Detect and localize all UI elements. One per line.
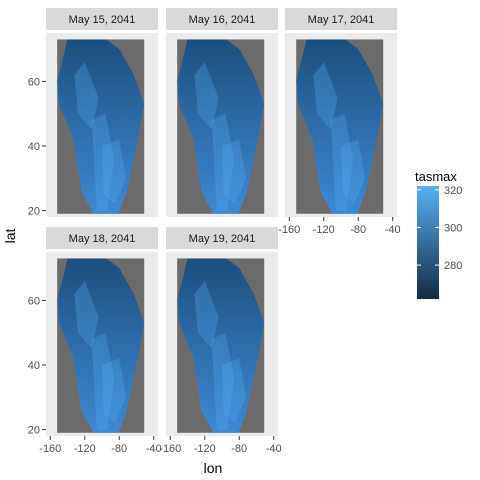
x-tick-label: -80 [231,443,247,455]
warm-region [222,358,247,424]
x-tick-label: -120 [194,443,216,455]
facet-strip [46,8,158,30]
warm-region [91,113,115,211]
x-tick-label: -160 [39,443,61,455]
facet-panel: May 19, 2041 -160 -120 -80 -40 [159,227,282,455]
x-tick-label: -160 [159,443,181,455]
x-tick-label: -80 [111,443,127,455]
warm-region [341,139,366,205]
x-axis-label: lon [204,460,223,476]
facet-strip [166,227,278,249]
facet-strip [166,8,278,30]
facet-label: May 19, 2041 [189,233,256,245]
facet-label: May 15, 2041 [69,14,136,26]
y-tick-label: 20 [28,206,40,218]
facet-panel: May 18, 2041 20 40 60 -160 -120 -80 -40 [28,227,162,455]
warm-region [74,62,99,130]
y-tick-label: 60 [28,76,40,88]
x-tick-label: -40 [146,443,162,455]
y-tick-label: 40 [28,141,40,153]
facet-strip [285,8,397,30]
y-tick-label: 60 [28,295,40,307]
facet-panel: May 15, 2041 20 40 60 [28,8,158,218]
tasmax-raster [296,39,384,214]
warm-region [194,62,219,130]
warm-region [330,113,354,211]
x-tick-label: -120 [74,443,96,455]
facet-strip [46,227,158,249]
warm-region [74,281,99,349]
legend-tick-label: 300 [444,222,462,234]
warm-region [194,281,219,349]
x-tick-label: -40 [385,224,401,236]
facet-panel: May 16, 2041 [166,8,278,217]
warm-region [211,332,235,430]
x-tick-label: -120 [313,224,335,236]
warm-region [102,139,127,205]
warm-region [222,139,247,205]
facet-panels: May 15, 2041 20 40 60 May 16, 2041 May 17, 20… [28,8,401,455]
tasmax-raster [177,39,265,214]
x-tick-label: -160 [278,224,300,236]
facet-label: May 16, 2041 [189,14,256,26]
x-tick-label: -80 [350,224,366,236]
legend-title: tasmax [415,169,457,184]
y-tick-label: 40 [28,360,40,372]
warm-region [211,113,235,211]
warm-region [102,358,127,424]
legend-colorbar [417,186,439,299]
legend: tasmax 280 300 320 [415,169,462,299]
facet-label: May 18, 2041 [69,233,136,245]
legend-tick-label: 320 [444,185,462,197]
y-tick-label: 20 [28,425,40,437]
warm-region [313,62,338,130]
warm-region [91,332,115,430]
facet-panel: May 17, 2041 -160 -120 -80 -40 [278,8,401,236]
tasmax-raster [177,258,265,433]
y-axis-label: lat [2,229,18,244]
legend-tick-label: 280 [444,260,462,272]
facet-label: May 17, 2041 [308,14,375,26]
x-tick-label: -40 [266,443,282,455]
tasmax-raster [57,39,145,214]
tasmax-raster [57,258,145,433]
